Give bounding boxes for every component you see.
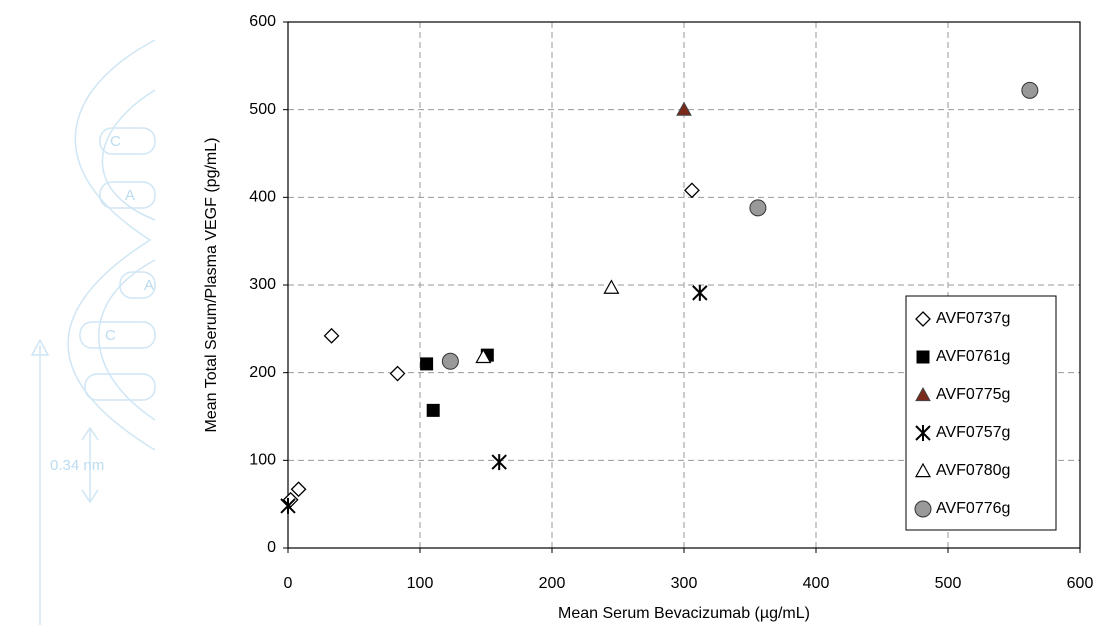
legend-label: AVF0737g — [936, 310, 1010, 327]
legend-marker — [916, 350, 930, 364]
x-tick-label: 300 — [671, 575, 698, 592]
x-tick-label: 400 — [803, 575, 830, 592]
point — [475, 348, 492, 364]
watermark-label: C — [110, 133, 121, 150]
helix-strand — [67, 39, 156, 451]
x-tick-label: 600 — [1067, 575, 1094, 592]
watermark-label: A — [144, 277, 154, 294]
legend-marker — [914, 462, 932, 478]
y-tick-label: 300 — [249, 276, 276, 293]
legend-box — [905, 295, 1057, 531]
x-axis-title: Mean Serum Bevacizumab (µg/mL) — [558, 605, 810, 622]
watermark-label: A — [125, 187, 135, 204]
x-tick-label: 200 — [539, 575, 566, 592]
background-watermark: C A A C 0.34 nm — [30, 39, 156, 625]
x-tick-label: 500 — [935, 575, 962, 592]
point — [1021, 81, 1039, 99]
base-pair — [119, 271, 156, 299]
base-pair — [99, 181, 156, 209]
y-tick-label: 100 — [249, 452, 276, 469]
legend-label: AVF0775g — [936, 386, 1010, 403]
point — [280, 497, 296, 514]
point — [426, 403, 440, 417]
base-pair — [99, 127, 156, 155]
legend-label: AVF0780g — [936, 462, 1010, 479]
point — [676, 101, 692, 116]
dimension-arrows — [30, 338, 99, 625]
legend-marker — [914, 500, 932, 518]
legend-marker — [915, 425, 931, 441]
point — [684, 182, 700, 199]
x-tick-label: 0 — [284, 575, 293, 592]
legend-label: AVF0776g — [936, 500, 1010, 517]
legend-label: AVF0761g — [936, 348, 1010, 365]
plot-frame — [287, 21, 1081, 549]
y-tick-label: 500 — [249, 101, 276, 118]
point — [441, 352, 459, 370]
point — [692, 284, 708, 301]
point — [420, 357, 434, 371]
y-tick-label: 400 — [249, 189, 276, 206]
y-tick-label: 200 — [249, 364, 276, 381]
base-pair — [84, 373, 156, 401]
legend-marker — [915, 386, 931, 402]
y-tick-label: 0 — [267, 539, 276, 556]
point — [491, 454, 507, 471]
point — [603, 279, 620, 294]
watermark-label: 0.34 nm — [50, 457, 104, 474]
point — [389, 365, 406, 382]
legend-marker — [915, 311, 931, 327]
y-axis-title: Mean Total Serum/Plasma VEGF (pg/mL) — [203, 138, 220, 433]
x-tick-label: 100 — [407, 575, 434, 592]
point — [323, 327, 340, 344]
point — [749, 199, 767, 217]
base-pair — [79, 321, 156, 349]
watermark-label: C — [105, 327, 116, 344]
point — [290, 481, 307, 498]
y-tick-label: 600 — [249, 13, 276, 30]
legend-label: AVF0757g — [936, 424, 1010, 441]
